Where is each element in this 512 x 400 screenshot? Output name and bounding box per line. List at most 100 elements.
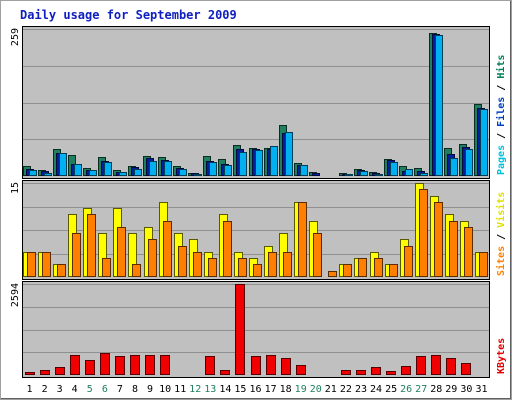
bar-visits-sites-day-16: [253, 264, 262, 277]
bar-hits-pages-day-22: [345, 174, 353, 176]
panel-hits-series-label: Pages / Files / Hits: [495, 55, 507, 175]
bar-kbytes-kbytes-day-10: [160, 355, 170, 375]
bar-visits-sites-day-19: [298, 202, 307, 277]
bar-visits-sites-day-11: [178, 246, 187, 277]
series-label-part: Visits: [495, 192, 507, 228]
series-label-part: Sites: [495, 246, 507, 276]
x-tick-label: 2: [42, 384, 48, 395]
x-tick-label: 8: [132, 384, 138, 395]
bar-visits-sites-day-2: [42, 252, 51, 277]
bar-hits-pages-day-28: [435, 35, 443, 176]
x-tick-label: 11: [174, 384, 186, 395]
bar-hits-pages-day-2: [44, 173, 52, 176]
bar-visits-sites-day-4: [72, 233, 81, 277]
bar-kbytes-kbytes-day-3: [55, 367, 65, 375]
bar-hits-pages-day-31: [480, 109, 488, 176]
bar-kbytes-kbytes-day-22: [341, 370, 351, 375]
x-tick-label: 29: [445, 384, 457, 395]
x-tick-label: 23: [355, 384, 367, 395]
x-tick-label: 30: [460, 384, 472, 395]
bar-kbytes-kbytes-day-26: [401, 366, 411, 375]
bar-kbytes-kbytes-day-16: [251, 356, 261, 375]
bar-visits-sites-day-9: [148, 239, 157, 277]
bar-visits-sites-day-26: [404, 246, 413, 277]
x-axis-labels: 1 2 3 4 5 6 7 8 9 10 11 12 13 14 15 16 17 18 19 20 21 22 23 24 2…: [26, 384, 487, 395]
bar-kbytes-kbytes-day-8: [130, 355, 140, 375]
x-tick-label: 13: [204, 384, 216, 395]
x-tick-label: 15: [234, 384, 246, 395]
bar-hits-pages-day-6: [104, 162, 112, 176]
bar-visits-sites-day-1: [27, 252, 36, 277]
x-tick-label: 22: [340, 384, 352, 395]
x-tick-label: 25: [385, 384, 397, 395]
series-label-part: Files: [495, 97, 507, 127]
bar-kbytes-kbytes-day-28: [431, 355, 441, 375]
x-tick-label: 27: [415, 384, 427, 395]
bar-hits-pages-day-18: [285, 132, 293, 176]
bar-visits-sites-day-31: [479, 252, 488, 277]
bar-visits-sites-day-12: [193, 252, 202, 277]
bar-hits-pages-day-16: [255, 150, 263, 176]
bar-kbytes-kbytes-day-7: [115, 356, 125, 375]
bar-hits-pages-day-29: [450, 158, 458, 176]
bar-visits-sites-day-21: [328, 271, 337, 277]
bar-visits-sites-day-24: [374, 258, 383, 277]
bar-hits-pages-day-7: [119, 172, 127, 176]
bar-hits-pages-day-12: [194, 174, 202, 176]
bar-hits-pages-day-24: [375, 174, 383, 176]
bar-kbytes-kbytes-day-15: [235, 284, 245, 375]
bar-visits-sites-day-13: [208, 258, 217, 277]
bar-kbytes-kbytes-day-14: [220, 370, 230, 375]
bar-visits-sites-day-17: [268, 252, 277, 277]
bar-hits-pages-day-17: [270, 146, 278, 176]
x-tick-label: 19: [295, 384, 307, 395]
x-tick-label: 31: [475, 384, 487, 395]
x-tick-label: 7: [117, 384, 123, 395]
bar-kbytes-kbytes-day-19: [296, 365, 306, 375]
bar-visits-sites-day-23: [358, 258, 367, 277]
chart-title: Daily usage for September 2009: [20, 8, 237, 22]
x-tick-label: 21: [325, 384, 337, 395]
bar-hits-files-day-20: [312, 173, 320, 176]
x-tick-label: 5: [87, 384, 93, 395]
bar-kbytes-kbytes-day-24: [371, 367, 381, 375]
panel-hits: 259 Pages / Files / Hits: [10, 26, 507, 179]
bar-hits-pages-day-14: [224, 165, 232, 176]
bar-hits-pages-day-26: [405, 169, 413, 176]
bar-visits-sites-day-25: [389, 264, 398, 277]
x-tick-label: 16: [249, 384, 261, 395]
bar-kbytes-kbytes-day-1: [25, 372, 35, 375]
bar-kbytes-kbytes-day-4: [70, 355, 80, 375]
bar-hits-pages-day-13: [209, 162, 217, 176]
bar-kbytes-kbytes-day-17: [266, 355, 276, 375]
bar-kbytes-kbytes-day-29: [446, 358, 456, 375]
bar-hits-pages-day-27: [420, 173, 428, 176]
bar-visits-sites-day-7: [117, 227, 126, 277]
bar-hits-pages-day-5: [89, 170, 97, 176]
bar-visits-sites-day-29: [449, 221, 458, 277]
bar-visits-sites-day-30: [464, 227, 473, 277]
bar-kbytes-kbytes-day-23: [356, 370, 366, 375]
series-label-part: Pages: [496, 145, 507, 175]
series-label-part: /: [496, 228, 507, 246]
x-tick-label: 3: [57, 384, 63, 395]
bar-visits-sites-day-10: [163, 221, 172, 277]
x-tick-label: 9: [147, 384, 153, 395]
panel-kbytes-ymax-label: 2594: [10, 283, 21, 307]
x-tick-label: 12: [189, 384, 201, 395]
bar-visits-sites-day-6: [102, 258, 111, 277]
series-label-part: /: [496, 79, 507, 97]
series-label-part: Hits: [495, 55, 507, 79]
series-label-part: /: [496, 127, 507, 145]
bar-hits-pages-day-8: [134, 169, 142, 176]
bar-visits-sites-day-27: [419, 189, 428, 277]
bar-hits-pages-day-9: [149, 161, 157, 176]
x-tick-label: 20: [310, 384, 322, 395]
bar-kbytes-kbytes-day-30: [461, 363, 471, 375]
x-tick-label: 24: [370, 384, 382, 395]
bar-visits-sites-day-18: [283, 252, 292, 277]
bar-hits-pages-day-15: [239, 152, 247, 176]
bar-visits-sites-day-15: [238, 258, 247, 277]
bar-hits-pages-day-1: [29, 170, 37, 176]
